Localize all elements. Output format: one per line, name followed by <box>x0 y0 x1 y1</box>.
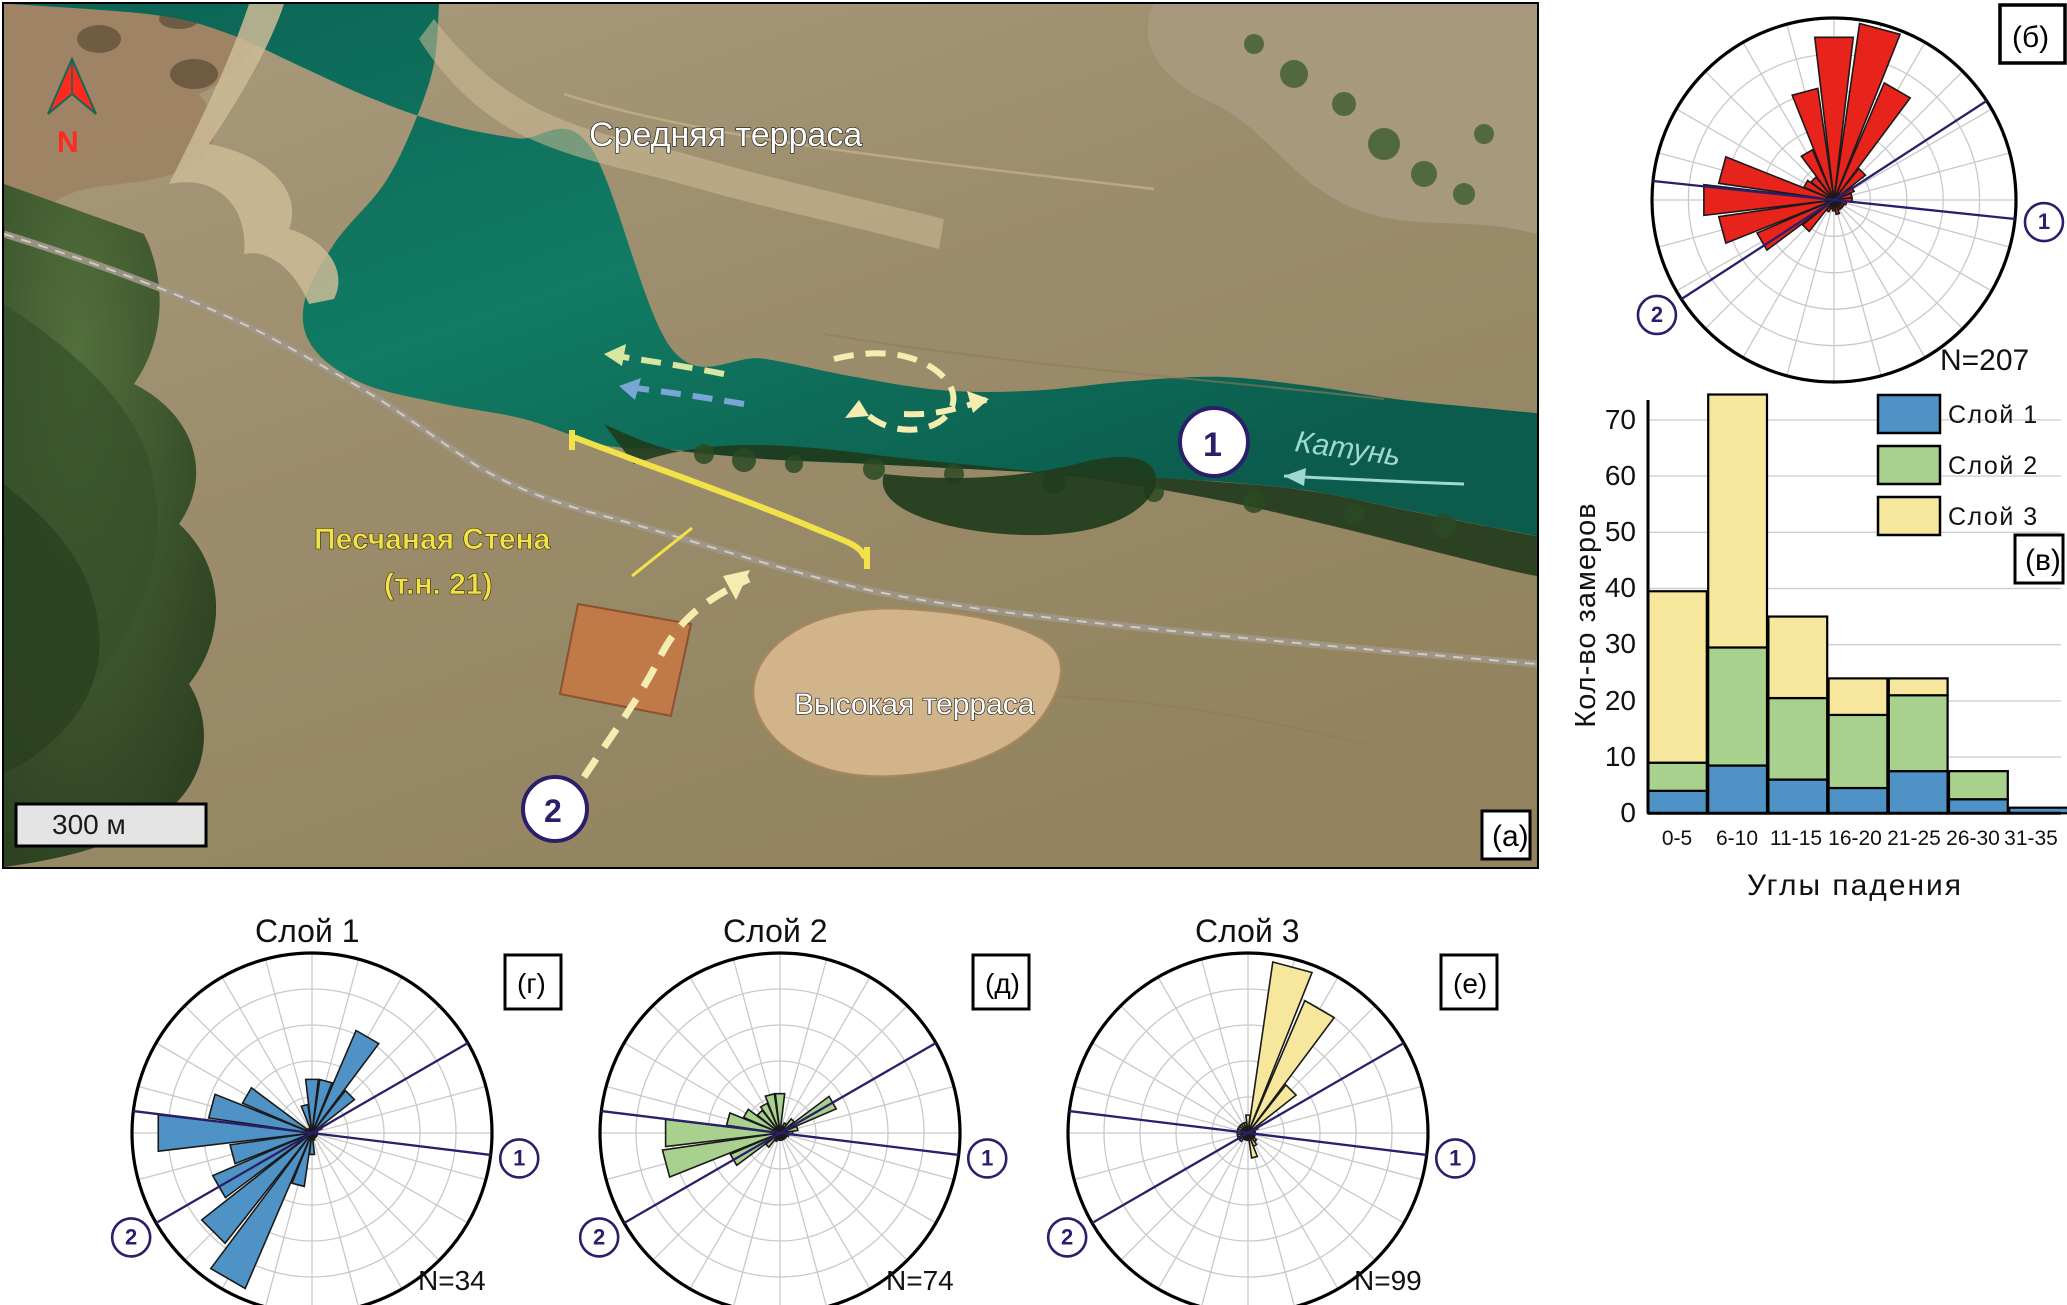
svg-text:60: 60 <box>1605 460 1636 491</box>
svg-text:10: 10 <box>1605 741 1636 772</box>
svg-text:2: 2 <box>1061 1224 1073 1249</box>
svg-text:N=99: N=99 <box>1354 1265 1422 1296</box>
svg-text:21-25: 21-25 <box>1887 827 1941 850</box>
svg-text:Кол-во замеров: Кол-во замеров <box>1570 502 1602 727</box>
svg-text:1: 1 <box>2038 209 2050 234</box>
svg-text:2: 2 <box>125 1224 137 1249</box>
svg-text:Слой 3: Слой 3 <box>1948 503 2039 531</box>
svg-text:40: 40 <box>1605 572 1636 603</box>
svg-text:Углы падения: Углы падения <box>1747 869 1963 902</box>
svg-text:Слой 1: Слой 1 <box>255 913 360 949</box>
svg-text:Слой 2: Слой 2 <box>1948 452 2039 480</box>
svg-text:6-10: 6-10 <box>1716 827 1758 850</box>
svg-text:(д): (д) <box>985 968 1020 999</box>
svg-text:Слой 2: Слой 2 <box>723 913 828 949</box>
svg-text:11-15: 11-15 <box>1770 827 1822 850</box>
svg-text:Слой 3: Слой 3 <box>1195 913 1300 949</box>
svg-text:N=207: N=207 <box>1940 344 2029 377</box>
svg-text:(е): (е) <box>1453 968 1487 999</box>
svg-text:31-35: 31-35 <box>2004 827 2058 850</box>
svg-text:2: 2 <box>593 1224 605 1249</box>
svg-text:0-5: 0-5 <box>1662 827 1692 850</box>
svg-text:N=34: N=34 <box>418 1265 486 1296</box>
svg-text:0: 0 <box>1620 797 1636 828</box>
svg-text:(б): (б) <box>2012 21 2049 54</box>
svg-text:16-20: 16-20 <box>1828 827 1882 850</box>
svg-text:30: 30 <box>1605 628 1636 659</box>
svg-text:26-30: 26-30 <box>1946 827 2000 850</box>
svg-text:(г): (г) <box>517 968 546 999</box>
svg-text:20: 20 <box>1605 685 1636 716</box>
svg-text:50: 50 <box>1605 516 1636 547</box>
svg-text:1: 1 <box>1449 1145 1461 1170</box>
svg-text:1: 1 <box>513 1145 525 1170</box>
svg-text:1: 1 <box>981 1145 993 1170</box>
svg-text:70: 70 <box>1605 404 1636 435</box>
svg-text:N=74: N=74 <box>886 1265 954 1296</box>
svg-text:Слой 1: Слой 1 <box>1948 401 2039 429</box>
svg-text:(в): (в) <box>2025 544 2061 577</box>
svg-text:2: 2 <box>1651 302 1663 327</box>
